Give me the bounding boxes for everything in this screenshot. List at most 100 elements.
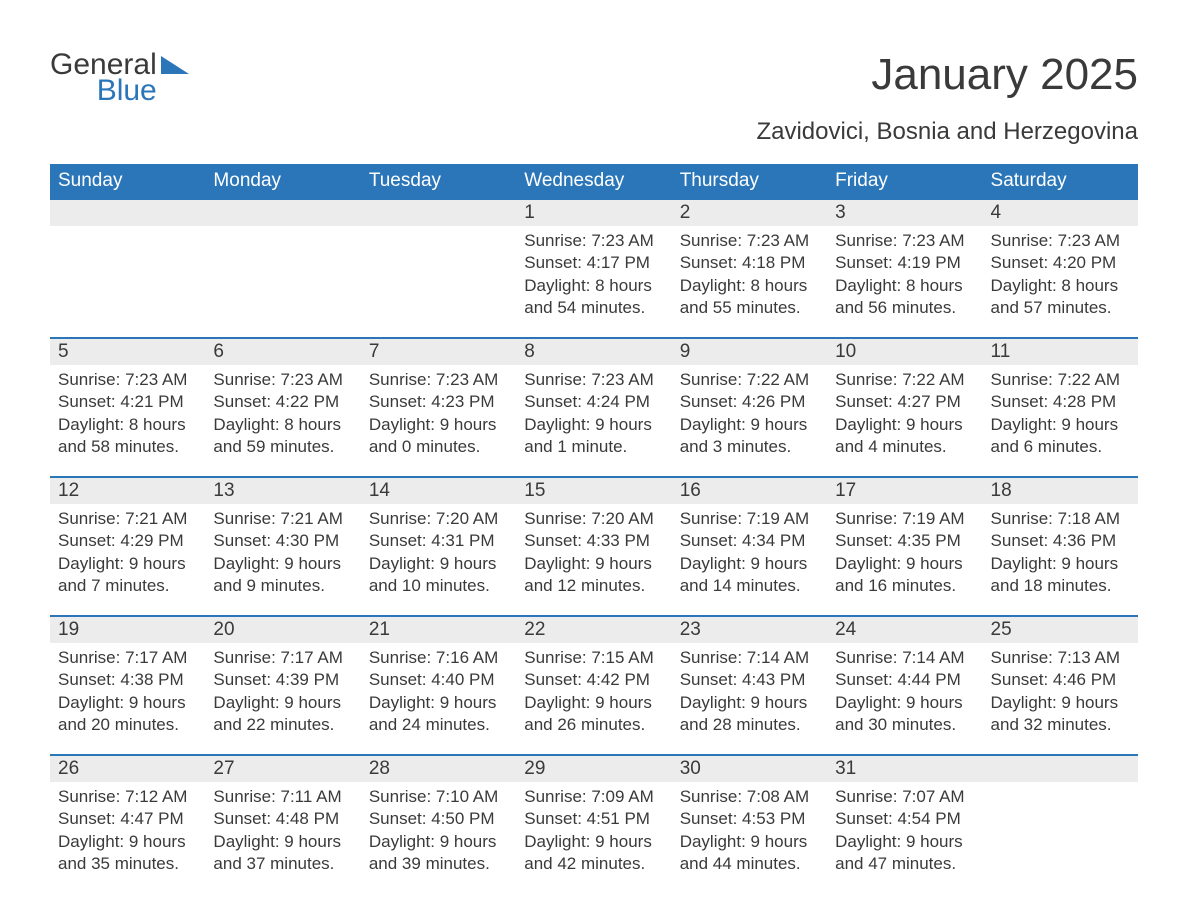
sunrise-text: Sunrise: 7:15 AM	[524, 647, 663, 668]
calendar-day-cell: 25Sunrise: 7:13 AMSunset: 4:46 PMDayligh…	[983, 615, 1138, 754]
day-details: Sunrise: 7:14 AMSunset: 4:43 PMDaylight:…	[672, 643, 827, 735]
sunset-text: Sunset: 4:21 PM	[58, 391, 197, 412]
sunset-text: Sunset: 4:17 PM	[524, 252, 663, 273]
daylight-line-1: Daylight: 9 hours	[369, 831, 508, 852]
sunset-text: Sunset: 4:35 PM	[835, 530, 974, 551]
sunrise-text: Sunrise: 7:21 AM	[58, 508, 197, 529]
calendar-day-cell: 12Sunrise: 7:21 AMSunset: 4:29 PMDayligh…	[50, 476, 205, 615]
calendar-day-cell: 11Sunrise: 7:22 AMSunset: 4:28 PMDayligh…	[983, 337, 1138, 476]
sunset-text: Sunset: 4:47 PM	[58, 808, 197, 829]
day-number: 30	[672, 754, 827, 782]
day-details: Sunrise: 7:23 AMSunset: 4:19 PMDaylight:…	[827, 226, 982, 318]
day-details: Sunrise: 7:20 AMSunset: 4:31 PMDaylight:…	[361, 504, 516, 596]
calendar-day-cell: 1Sunrise: 7:23 AMSunset: 4:17 PMDaylight…	[516, 198, 671, 337]
calendar-day-cell: 22Sunrise: 7:15 AMSunset: 4:42 PMDayligh…	[516, 615, 671, 754]
sunset-text: Sunset: 4:30 PM	[213, 530, 352, 551]
day-details: Sunrise: 7:18 AMSunset: 4:36 PMDaylight:…	[983, 504, 1138, 596]
daylight-line-2: and 56 minutes.	[835, 297, 974, 318]
sunrise-text: Sunrise: 7:16 AM	[369, 647, 508, 668]
daylight-line-1: Daylight: 8 hours	[991, 275, 1130, 296]
daylight-line-1: Daylight: 9 hours	[991, 692, 1130, 713]
daylight-line-2: and 54 minutes.	[524, 297, 663, 318]
sunset-text: Sunset: 4:29 PM	[58, 530, 197, 551]
day-details: Sunrise: 7:20 AMSunset: 4:33 PMDaylight:…	[516, 504, 671, 596]
calendar-header-row: SundayMondayTuesdayWednesdayThursdayFrid…	[50, 164, 1138, 198]
daylight-line-1: Daylight: 8 hours	[213, 414, 352, 435]
calendar-day-cell: 23Sunrise: 7:14 AMSunset: 4:43 PMDayligh…	[672, 615, 827, 754]
daylight-line-2: and 9 minutes.	[213, 575, 352, 596]
daylight-line-2: and 32 minutes.	[991, 714, 1130, 735]
day-details: Sunrise: 7:22 AMSunset: 4:27 PMDaylight:…	[827, 365, 982, 457]
daylight-line-1: Daylight: 9 hours	[524, 692, 663, 713]
day-number: 27	[205, 754, 360, 782]
calendar-week-row: 26Sunrise: 7:12 AMSunset: 4:47 PMDayligh…	[50, 754, 1138, 893]
day-number: 8	[516, 337, 671, 365]
calendar-day-header: Monday	[205, 164, 360, 198]
sunrise-text: Sunrise: 7:20 AM	[524, 508, 663, 529]
day-details: Sunrise: 7:17 AMSunset: 4:38 PMDaylight:…	[50, 643, 205, 735]
daylight-line-1: Daylight: 9 hours	[369, 553, 508, 574]
day-number: 4	[983, 198, 1138, 226]
daylight-line-1: Daylight: 9 hours	[835, 553, 974, 574]
sunrise-text: Sunrise: 7:22 AM	[680, 369, 819, 390]
calendar-day-cell: 13Sunrise: 7:21 AMSunset: 4:30 PMDayligh…	[205, 476, 360, 615]
calendar-day-cell	[50, 198, 205, 337]
calendar-day-cell: 8Sunrise: 7:23 AMSunset: 4:24 PMDaylight…	[516, 337, 671, 476]
day-details: Sunrise: 7:23 AMSunset: 4:22 PMDaylight:…	[205, 365, 360, 457]
sunset-text: Sunset: 4:38 PM	[58, 669, 197, 690]
sunrise-text: Sunrise: 7:07 AM	[835, 786, 974, 807]
day-details: Sunrise: 7:15 AMSunset: 4:42 PMDaylight:…	[516, 643, 671, 735]
day-details: Sunrise: 7:22 AMSunset: 4:26 PMDaylight:…	[672, 365, 827, 457]
day-number: 15	[516, 476, 671, 504]
day-details: Sunrise: 7:10 AMSunset: 4:50 PMDaylight:…	[361, 782, 516, 874]
day-details: Sunrise: 7:08 AMSunset: 4:53 PMDaylight:…	[672, 782, 827, 874]
sunset-text: Sunset: 4:36 PM	[991, 530, 1130, 551]
daylight-line-2: and 18 minutes.	[991, 575, 1130, 596]
day-details: Sunrise: 7:17 AMSunset: 4:39 PMDaylight:…	[205, 643, 360, 735]
calendar-day-cell: 17Sunrise: 7:19 AMSunset: 4:35 PMDayligh…	[827, 476, 982, 615]
sunset-text: Sunset: 4:20 PM	[991, 252, 1130, 273]
calendar-day-cell: 16Sunrise: 7:19 AMSunset: 4:34 PMDayligh…	[672, 476, 827, 615]
daylight-line-2: and 22 minutes.	[213, 714, 352, 735]
daylight-line-2: and 55 minutes.	[680, 297, 819, 318]
calendar-day-cell: 14Sunrise: 7:20 AMSunset: 4:31 PMDayligh…	[361, 476, 516, 615]
daylight-line-1: Daylight: 9 hours	[835, 414, 974, 435]
sunset-text: Sunset: 4:28 PM	[991, 391, 1130, 412]
calendar-day-cell: 3Sunrise: 7:23 AMSunset: 4:19 PMDaylight…	[827, 198, 982, 337]
sunset-text: Sunset: 4:43 PM	[680, 669, 819, 690]
sunrise-text: Sunrise: 7:18 AM	[991, 508, 1130, 529]
calendar-day-header: Wednesday	[516, 164, 671, 198]
day-number	[50, 198, 205, 226]
day-number: 1	[516, 198, 671, 226]
sunset-text: Sunset: 4:22 PM	[213, 391, 352, 412]
calendar-day-cell: 2Sunrise: 7:23 AMSunset: 4:18 PMDaylight…	[672, 198, 827, 337]
daylight-line-2: and 47 minutes.	[835, 853, 974, 874]
sunrise-text: Sunrise: 7:11 AM	[213, 786, 352, 807]
sunrise-text: Sunrise: 7:23 AM	[835, 230, 974, 251]
calendar-day-cell: 10Sunrise: 7:22 AMSunset: 4:27 PMDayligh…	[827, 337, 982, 476]
calendar-day-cell	[983, 754, 1138, 893]
calendar-day-cell: 15Sunrise: 7:20 AMSunset: 4:33 PMDayligh…	[516, 476, 671, 615]
day-details: Sunrise: 7:09 AMSunset: 4:51 PMDaylight:…	[516, 782, 671, 874]
day-number: 19	[50, 615, 205, 643]
calendar-day-cell: 18Sunrise: 7:18 AMSunset: 4:36 PMDayligh…	[983, 476, 1138, 615]
day-number	[983, 754, 1138, 782]
daylight-line-1: Daylight: 9 hours	[680, 831, 819, 852]
day-number: 26	[50, 754, 205, 782]
day-number: 24	[827, 615, 982, 643]
daylight-line-2: and 42 minutes.	[524, 853, 663, 874]
sunrise-text: Sunrise: 7:14 AM	[680, 647, 819, 668]
daylight-line-1: Daylight: 9 hours	[524, 414, 663, 435]
sunset-text: Sunset: 4:18 PM	[680, 252, 819, 273]
daylight-line-2: and 35 minutes.	[58, 853, 197, 874]
day-number	[361, 198, 516, 226]
sunrise-text: Sunrise: 7:23 AM	[524, 369, 663, 390]
day-details: Sunrise: 7:19 AMSunset: 4:35 PMDaylight:…	[827, 504, 982, 596]
sunrise-text: Sunrise: 7:13 AM	[991, 647, 1130, 668]
sunset-text: Sunset: 4:39 PM	[213, 669, 352, 690]
day-number: 6	[205, 337, 360, 365]
calendar-day-header: Tuesday	[361, 164, 516, 198]
sunrise-text: Sunrise: 7:22 AM	[991, 369, 1130, 390]
day-number: 31	[827, 754, 982, 782]
calendar-week-row: 5Sunrise: 7:23 AMSunset: 4:21 PMDaylight…	[50, 337, 1138, 476]
